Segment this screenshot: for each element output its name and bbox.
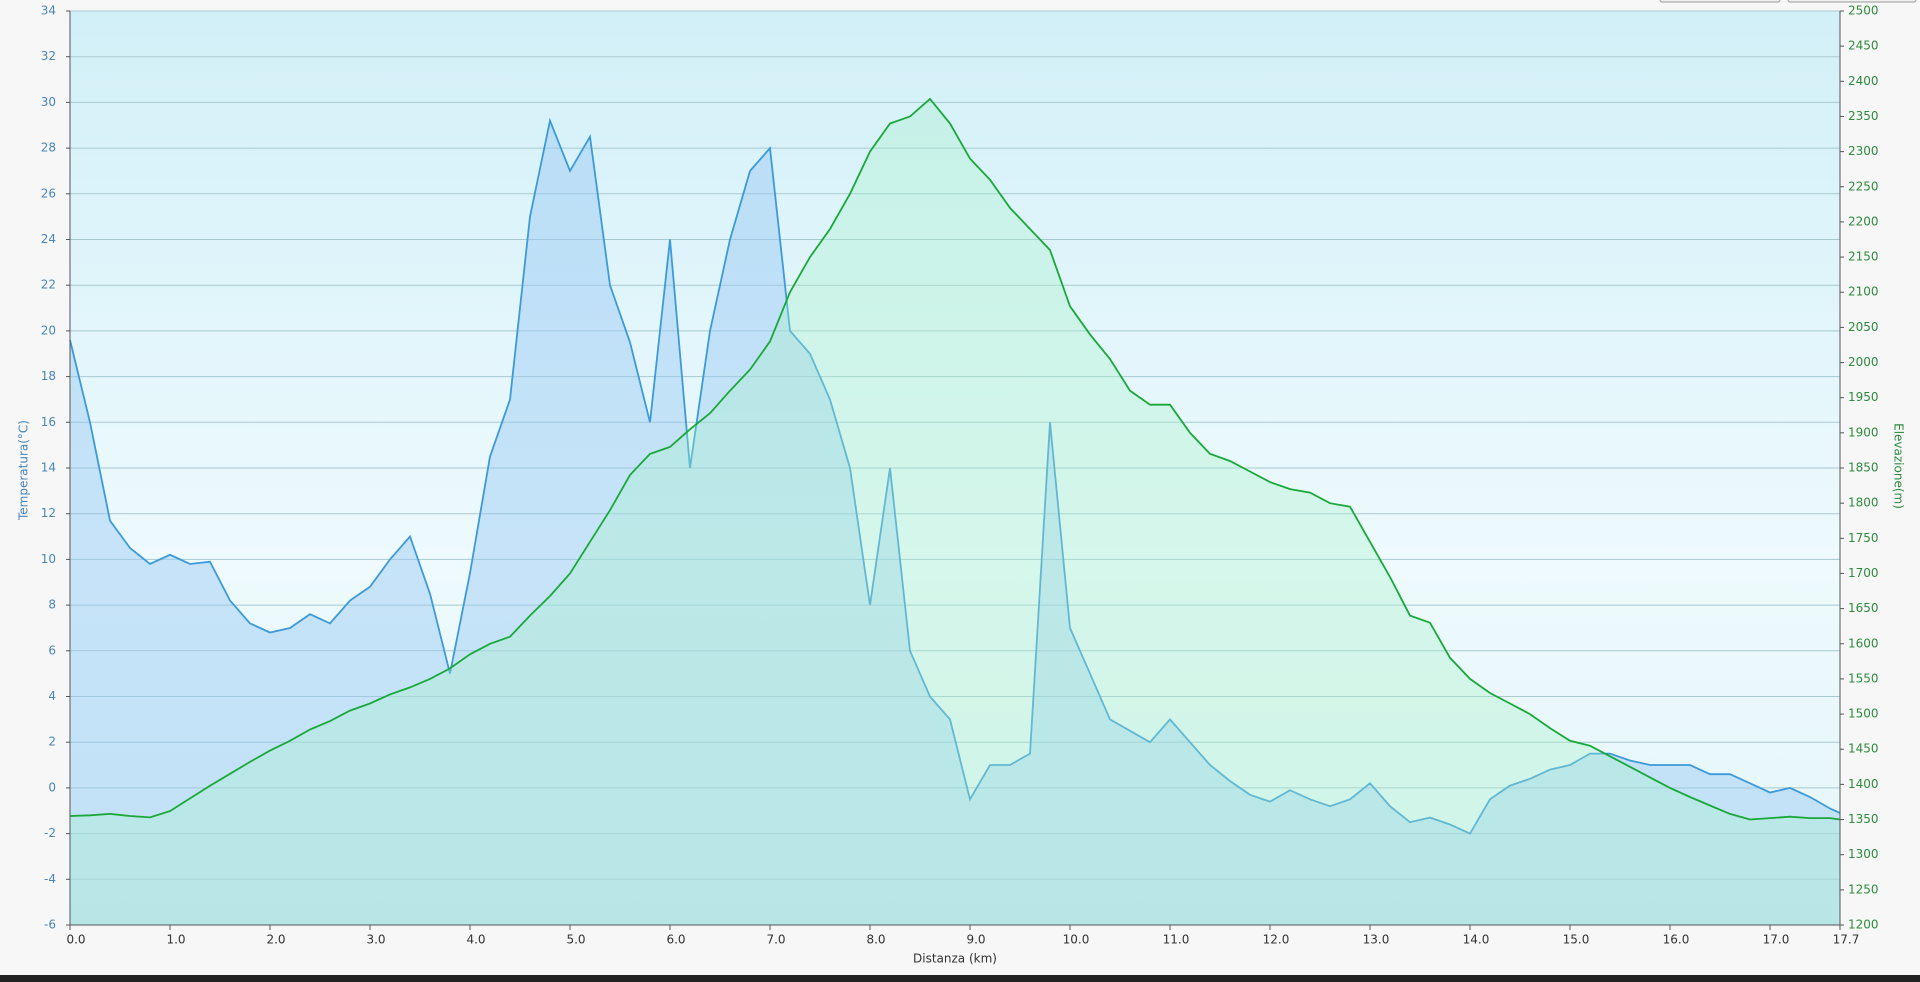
- y-axis-label: Temperatura(°C): [17, 420, 31, 521]
- x-tick-label: 10.0: [1063, 933, 1090, 947]
- y2-tick-label: 2450: [1848, 39, 1879, 53]
- y-tick-label: 12: [41, 506, 56, 520]
- y2-tick-label: 1650: [1848, 601, 1879, 615]
- x-tick-label: 4.0: [466, 933, 485, 947]
- y-tick-label: 34: [41, 4, 56, 18]
- y-tick-label: 22: [41, 278, 56, 292]
- area-fill: [70, 98, 1840, 925]
- y2-tick-label: 2000: [1848, 355, 1879, 369]
- x-tick-label: 8.0: [866, 933, 885, 947]
- y-tick-label: 30: [41, 95, 56, 109]
- bottom-bar: [0, 975, 1920, 982]
- series-line: [69, 97, 1841, 821]
- y-tick-label: 4: [48, 689, 56, 703]
- x-tick-label: 9.0: [966, 933, 985, 947]
- y2-tick-label: 1400: [1848, 777, 1879, 791]
- area-fill: [70, 120, 1840, 925]
- x-tick-label: 11.0: [1163, 933, 1190, 947]
- y2-tick-label: 1450: [1848, 742, 1879, 756]
- x-tick-label: 14.0: [1463, 933, 1490, 947]
- button[interactable]: [1659, 0, 1781, 3]
- y2-tick-label: 2500: [1848, 4, 1879, 18]
- y2-tick-label: 2250: [1848, 179, 1879, 193]
- y-tick-label: 14: [41, 461, 56, 475]
- y2-tick-label: 2100: [1848, 285, 1879, 299]
- y2-tick-label: 2350: [1848, 109, 1879, 123]
- x-tick-label: 16.0: [1663, 933, 1690, 947]
- y2-tick-label: 1600: [1848, 636, 1879, 650]
- x-tick-label: 0.0: [66, 933, 85, 947]
- y2-tick-label: 1350: [1848, 812, 1879, 826]
- series-line: [69, 117, 1841, 835]
- x-tick-label: 1.0: [166, 933, 185, 947]
- y-tick-label: 20: [41, 323, 56, 337]
- x-tick-label: 17.0: [1763, 933, 1790, 947]
- y-tick-label: 16: [41, 415, 56, 429]
- y2-tick-label: 1550: [1848, 671, 1879, 685]
- y2-tick-label: 1950: [1848, 390, 1879, 404]
- x-tick-label: 17.7: [1833, 933, 1860, 947]
- y2-tick-label: 1300: [1848, 847, 1879, 861]
- y2-tick-label: 2150: [1848, 250, 1879, 264]
- y2-tick-label: 1900: [1848, 425, 1879, 439]
- y-tick-label: 24: [41, 232, 56, 246]
- y2-tick-label: 1800: [1848, 496, 1879, 510]
- y-tick-label: 18: [41, 369, 56, 383]
- y2-tick-label: 1200: [1848, 918, 1879, 932]
- y-tick-label: -4: [44, 872, 56, 886]
- x-tick-label: 15.0: [1563, 933, 1590, 947]
- y2-tick-label: 1850: [1848, 461, 1879, 475]
- y2-tick-label: 2050: [1848, 320, 1879, 334]
- y2-tick-label: 2400: [1848, 74, 1879, 88]
- x-tick-label: 5.0: [566, 933, 585, 947]
- y-tick-label: 8: [48, 598, 56, 612]
- y-tick-label: 28: [41, 141, 56, 155]
- button[interactable]: [1787, 0, 1917, 3]
- y-tick-label: 32: [41, 49, 56, 63]
- y2-axis-label: Elevazione(m): [1892, 423, 1906, 509]
- y-tick-label: 6: [48, 643, 56, 657]
- y-tick-label: 26: [41, 186, 56, 200]
- y-tick-label: -2: [44, 826, 56, 840]
- x-tick-label: 12.0: [1263, 933, 1290, 947]
- y2-tick-label: 1700: [1848, 566, 1879, 580]
- y-tick-label: 0: [48, 780, 56, 794]
- y-tick-label: 2: [48, 735, 56, 749]
- y2-tick-label: 2200: [1848, 214, 1879, 228]
- x-tick-label: 13.0: [1363, 933, 1390, 947]
- y-tick-label: 10: [41, 552, 56, 566]
- y2-tick-label: 1750: [1848, 531, 1879, 545]
- y2-tick-label: 2300: [1848, 144, 1879, 158]
- y2-tick-label: 1250: [1848, 882, 1879, 896]
- x-tick-label: 6.0: [666, 933, 685, 947]
- x-tick-label: 3.0: [366, 933, 385, 947]
- x-tick-label: 2.0: [266, 933, 285, 947]
- x-axis-label: Distanza (km): [913, 952, 997, 966]
- x-tick-label: 7.0: [766, 933, 785, 947]
- y2-tick-label: 1500: [1848, 707, 1879, 721]
- y-tick-label: -6: [44, 918, 56, 932]
